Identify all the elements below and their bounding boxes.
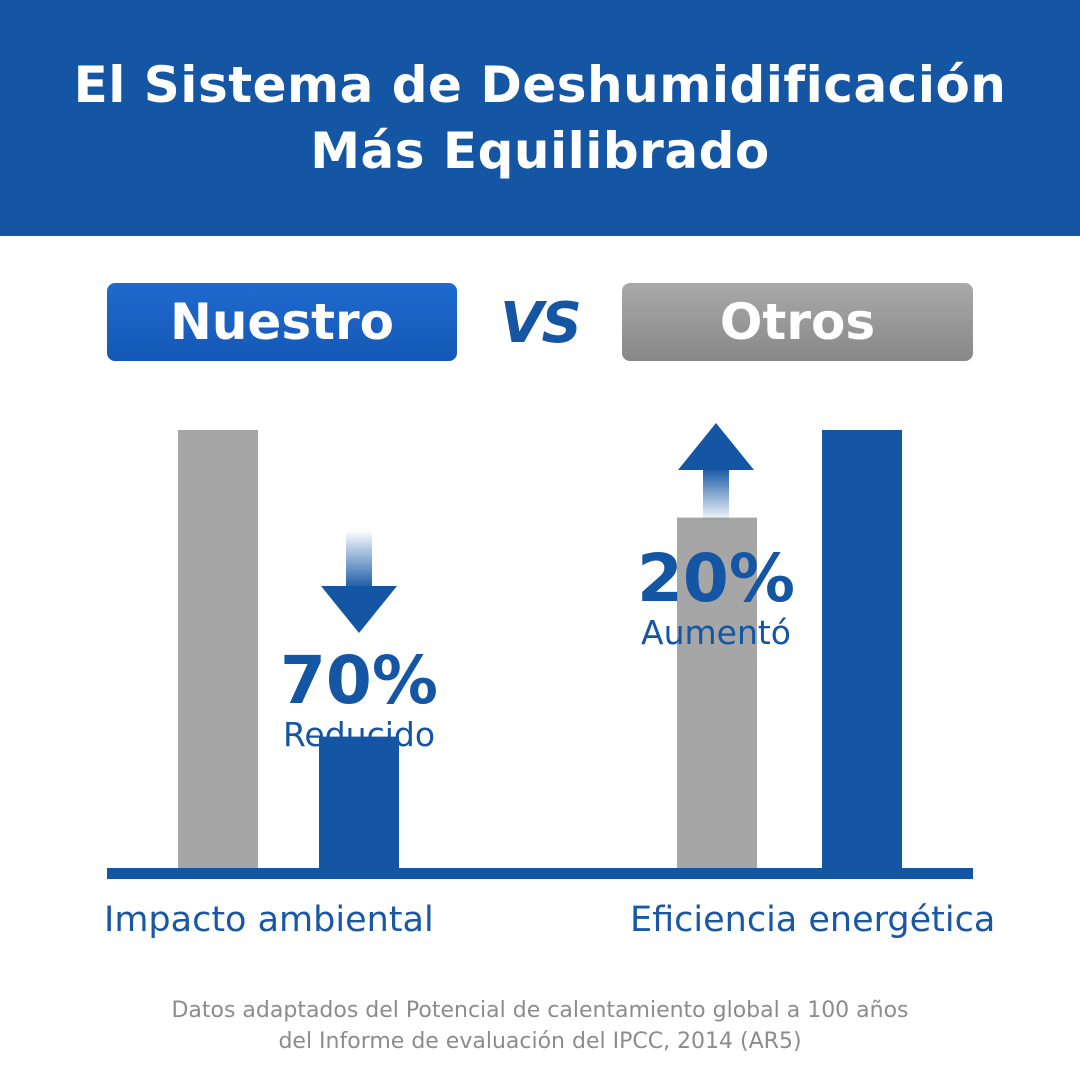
footnote-line-1: Datos adaptados del Potencial de calenta… <box>171 998 909 1023</box>
bar-ours-environmental-impact <box>319 736 399 868</box>
annotation-value-environmental-impact: 70% <box>280 642 438 719</box>
ours-label-pill: Nuestro <box>107 283 457 361</box>
bar-others-energy-efficiency <box>677 517 757 868</box>
arrow-down-icon <box>321 530 397 633</box>
annotation-energy-efficiency: 20%Aumentó <box>637 423 795 652</box>
bar-others-environmental-impact <box>178 430 258 868</box>
page-title-line-1: El Sistema de Deshumidificación <box>73 56 1007 114</box>
annotation-value-energy-efficiency: 20% <box>637 540 795 617</box>
annotation-text-environmental-impact: Reducido <box>283 715 435 754</box>
annotation-environmental-impact: 70%Reducido <box>280 530 438 754</box>
footnote-line-2: del Informe de evaluación del IPCC, 2014… <box>278 1029 802 1054</box>
annotation-text-energy-efficiency: Aumentó <box>641 613 791 652</box>
vs-label: VS <box>500 290 582 356</box>
category-label-energy-efficiency: Eficiencia energética <box>630 900 996 940</box>
bar-ours-energy-efficiency <box>822 430 902 868</box>
arrow-up-icon <box>678 423 754 522</box>
page-title-line-2: Más Equilibrado <box>310 122 770 180</box>
chart-baseline <box>107 868 973 879</box>
source-footnote: Datos adaptados del Potencial de calenta… <box>0 995 1080 1057</box>
header-banner: El Sistema de Deshumidificación Más Equi… <box>0 0 1080 236</box>
others-label-pill: Otros <box>622 283 973 361</box>
category-label-environmental-impact: Impacto ambiental <box>104 900 434 940</box>
